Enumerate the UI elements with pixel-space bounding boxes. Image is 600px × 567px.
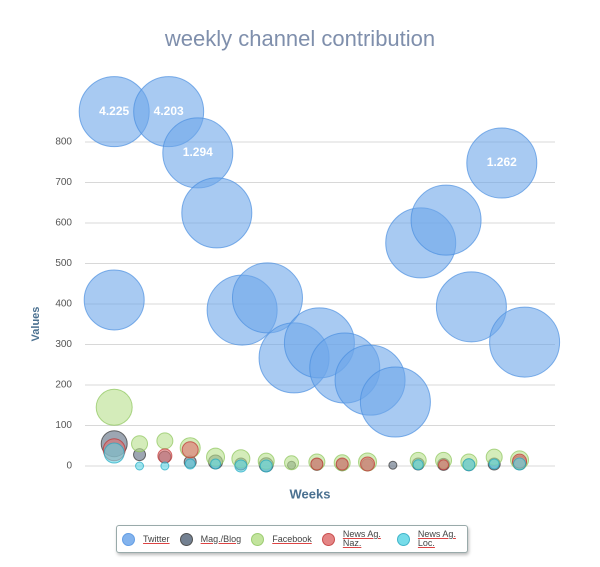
- data-label: 4.203: [154, 104, 184, 118]
- y-tick-label: 0: [66, 461, 72, 472]
- bubble: [435, 271, 507, 343]
- y-tick-label: 700: [55, 177, 72, 188]
- legend-label: News Ag. Loc.: [417, 529, 456, 548]
- bubble: [234, 459, 248, 473]
- y-tick-label: 100: [55, 420, 72, 431]
- legend-swatch: [179, 532, 193, 546]
- bubble: [181, 177, 253, 249]
- bubble: [335, 457, 349, 471]
- x-axis-label: Weeks: [290, 486, 331, 501]
- plot-area: [78, 76, 561, 473]
- data-label: 1.262: [487, 155, 517, 169]
- bubble: [488, 458, 500, 470]
- bubble: [438, 459, 450, 471]
- legend-item[interactable]: News Ag. Naz.: [321, 529, 387, 548]
- bubble: [466, 127, 538, 199]
- bubble: [156, 432, 174, 450]
- bubble: [184, 458, 196, 470]
- y-tick-label: 400: [55, 299, 72, 310]
- legend-label: Mag./Blog: [200, 533, 242, 544]
- y-tick-label: 500: [55, 258, 72, 269]
- legend-label: News Ag. Naz.: [342, 529, 381, 548]
- chart-title: weekly channel contribution: [164, 26, 435, 51]
- bubble: [284, 455, 300, 471]
- bubble: [513, 457, 527, 471]
- bubble: [83, 269, 145, 331]
- legend-item[interactable]: Mag./Blog: [179, 532, 242, 546]
- y-tick-label: 300: [55, 339, 72, 350]
- legend-swatch: [321, 532, 335, 546]
- y-tick-label: 200: [55, 380, 72, 391]
- bubble: [135, 461, 145, 471]
- bubble: [412, 459, 424, 471]
- legend-swatch: [122, 532, 136, 546]
- data-label: 1.294: [183, 145, 213, 159]
- bubble: [103, 442, 125, 464]
- bubble: [310, 457, 324, 471]
- bubble: [359, 366, 431, 438]
- y-tick-label: 600: [55, 218, 72, 229]
- legend-swatch: [396, 532, 410, 546]
- bubble: [259, 459, 273, 473]
- bubble: [131, 435, 149, 453]
- bubble: [231, 262, 303, 334]
- legend-label: Facebook: [272, 533, 312, 544]
- legend: Twitter Mag./Blog Facebook News Ag. Naz. New…: [116, 525, 468, 553]
- legend-swatch: [251, 532, 265, 546]
- bubble: [462, 458, 476, 472]
- bubble: [181, 441, 199, 459]
- bubble: [210, 458, 222, 470]
- bubble: [160, 461, 170, 471]
- y-tick-label: 800: [55, 137, 72, 148]
- bubble: [95, 388, 133, 426]
- legend-label: Twitter: [143, 533, 170, 544]
- legend-item[interactable]: News Ag. Loc.: [396, 529, 462, 548]
- bubble: [157, 448, 173, 464]
- y-axis-label: Values: [30, 307, 42, 342]
- bubble: [489, 306, 561, 378]
- bubble: [360, 456, 376, 472]
- legend-item[interactable]: Facebook: [251, 532, 312, 546]
- legend-item[interactable]: Twitter: [122, 532, 170, 546]
- bubble: [388, 460, 398, 470]
- data-label: 4.225: [99, 104, 129, 118]
- bubble: [410, 184, 482, 256]
